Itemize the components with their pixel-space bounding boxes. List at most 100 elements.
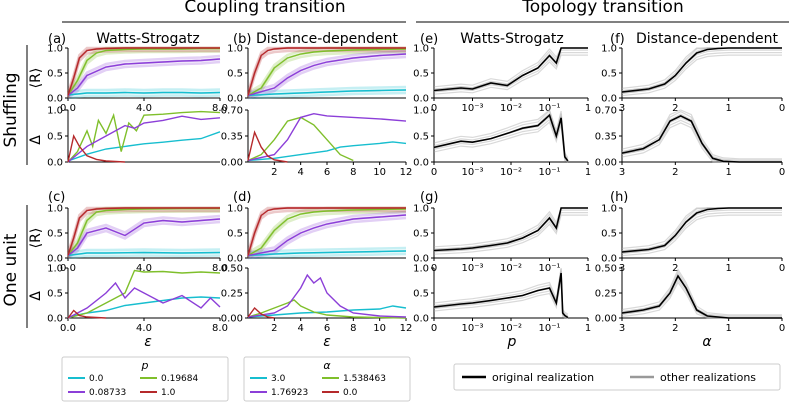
x-tick-label: 0.0 — [60, 103, 76, 114]
x-tick-label: 10⁻³ — [461, 167, 483, 178]
chart-panel-e_delta: 0.00.51.00 10⁻³ 10⁻² 10⁻¹ 1 — [413, 106, 591, 179]
x-tick-label: 8.0 — [212, 263, 228, 274]
series-line — [67, 207, 220, 256]
series-line — [67, 47, 220, 96]
panel-letter-e: (e) — [420, 32, 438, 47]
other-realization-line — [621, 54, 782, 97]
legend-p-label-1: 0.19684 — [161, 374, 198, 384]
x-tick-label: 8.0 — [212, 323, 228, 334]
series-line — [247, 141, 407, 162]
other-realization-line — [433, 214, 588, 255]
x-tick-label: 3 — [619, 323, 625, 334]
y-tick-label: 0.0 — [601, 254, 617, 265]
row-label-shuffling: Shuffling — [1, 72, 21, 147]
legend-realizations-frame — [453, 363, 781, 391]
ylabel-R-a: ⟨R⟩ — [28, 68, 44, 89]
ylabel-delta-a: Δ — [28, 135, 44, 145]
series-spread-line — [247, 55, 407, 100]
x-tick-label: 10⁻³ — [461, 263, 483, 274]
x-tick-label: 0.0 — [60, 323, 76, 334]
series-spread-line — [247, 91, 407, 100]
x-tick-label: 10⁻² — [500, 263, 522, 274]
panel-letter-g: (g) — [420, 190, 438, 205]
y-tick-label: 1.0 — [601, 204, 617, 215]
y-tick-label: 0.0 — [413, 254, 429, 265]
series-line — [67, 269, 221, 319]
other-realization-line — [621, 47, 782, 89]
series-spread-line — [67, 88, 221, 94]
x-tick-label: 12 — [400, 323, 413, 334]
y-tick-label: 1.0 — [601, 44, 617, 55]
x-tick-label: 10⁻³ — [461, 103, 483, 114]
x-tick-label: 2 — [672, 167, 678, 178]
x-tick-label: 8.0 — [212, 103, 228, 114]
x-tick-label: 10⁻¹ — [538, 323, 560, 334]
series-spread-line — [247, 210, 407, 260]
other-realization-line — [621, 212, 782, 254]
legend-p-label-3: 1.0 — [161, 388, 176, 398]
x-tick-label: 2 — [672, 323, 678, 334]
series-spread-line — [247, 252, 407, 260]
y-tick-label: 0.5 — [413, 132, 429, 143]
panel-letter-c: (c) — [48, 190, 65, 205]
y-tick-label: 1.0 — [47, 106, 63, 117]
y-tick-label: 0.5 — [413, 289, 429, 300]
series-line — [67, 309, 107, 319]
other-realization-line — [621, 268, 782, 316]
xlabel-epsilon-c: ε — [144, 334, 152, 350]
panel-title-b: Distance-dependent — [256, 31, 399, 47]
series-line — [247, 112, 407, 162]
series-line — [247, 306, 275, 319]
other-realization-line — [621, 49, 782, 92]
chart-panel-c_delta: 0.0 0.5 1.0 0.0 4.0 8.0 — [47, 264, 228, 335]
other-realization-line — [433, 212, 588, 253]
legend-p-title: p — [141, 359, 149, 372]
legend-realization-label-1: other realizations — [660, 371, 756, 384]
x-tick-label: 1 — [585, 263, 591, 274]
x-tick-label: 3 — [619, 167, 625, 178]
series-spread-line — [67, 210, 220, 259]
x-tick-label: 1 — [585, 167, 591, 178]
y-tick-label: 0.5 — [413, 229, 429, 240]
panel-letter-h: (h) — [610, 190, 628, 205]
y-tick-label: 0.70 — [221, 106, 243, 117]
x-tick-label: 0 — [779, 263, 785, 274]
series-line — [247, 208, 407, 257]
series-line — [247, 47, 406, 96]
series-line — [433, 47, 588, 92]
y-tick-label: 0.5 — [601, 229, 617, 240]
xlabel-epsilon-d: ε — [323, 334, 331, 350]
series-line — [67, 251, 221, 257]
series-line — [433, 207, 588, 252]
x-tick-label: 0 — [431, 323, 437, 334]
topology-header: Topology transition — [521, 0, 683, 17]
x-tick-label: 10⁻¹ — [538, 103, 560, 114]
y-tick-label: 1.0 — [413, 204, 429, 215]
series-line — [67, 131, 221, 162]
x-tick-label: 8 — [350, 323, 356, 334]
x-tick-label: 0 — [779, 167, 785, 178]
y-tick-label: 1.0 — [413, 106, 429, 117]
series-line — [247, 299, 407, 319]
series-spread-line — [67, 60, 221, 100]
other-realization-line — [621, 207, 782, 252]
y-tick-label: 0.0 — [227, 94, 243, 105]
series-line — [247, 305, 407, 318]
y-tick-label: 0.0 — [601, 94, 617, 105]
legend-realization-label-0: original realization — [492, 371, 594, 384]
panel-letter-b: (b) — [233, 32, 251, 47]
x-tick-label: 0 — [431, 103, 437, 114]
y-tick-label: 0.0 — [47, 254, 63, 265]
y-tick-label: 0.50 — [221, 264, 243, 275]
series-line — [67, 218, 221, 257]
x-tick-label: 4.0 — [136, 263, 152, 274]
row-label-one-unit: One unit — [1, 233, 21, 306]
x-tick-label: 2 — [672, 263, 678, 274]
y-tick-label: 0.5 — [227, 69, 243, 80]
series-line — [621, 115, 782, 163]
ylabel-R-c: ⟨R⟩ — [28, 228, 44, 249]
panel-letter-a: (a) — [48, 32, 66, 47]
x-tick-label: 2 — [672, 103, 678, 114]
y-tick-label: 0.0 — [47, 158, 63, 169]
chart-panel-f_delta: 0.000.350.703 2 1 0 — [595, 106, 785, 179]
